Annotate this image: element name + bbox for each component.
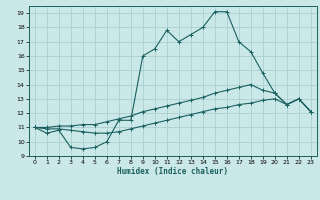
X-axis label: Humidex (Indice chaleur): Humidex (Indice chaleur)	[117, 167, 228, 176]
